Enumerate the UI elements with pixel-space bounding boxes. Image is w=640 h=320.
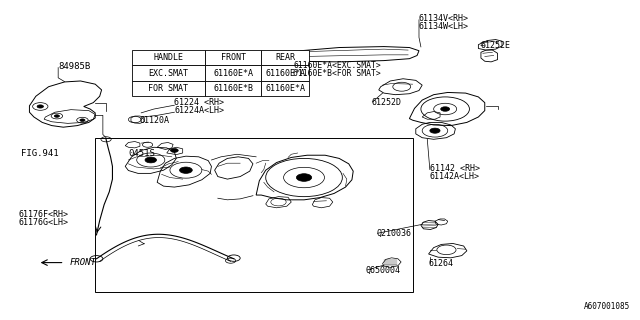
Text: 61160E*A: 61160E*A — [265, 68, 305, 77]
Text: FOR SMAT: FOR SMAT — [148, 84, 188, 93]
Text: 61160E*A<EXC.SMAT>: 61160E*A<EXC.SMAT> — [293, 61, 381, 70]
Bar — [261, 65, 309, 81]
Circle shape — [171, 148, 178, 152]
Text: 61160E*B: 61160E*B — [213, 84, 253, 93]
Text: 61134W<LH>: 61134W<LH> — [419, 22, 469, 31]
Bar — [205, 50, 261, 65]
Bar — [132, 81, 205, 96]
Circle shape — [80, 119, 85, 122]
Circle shape — [296, 174, 312, 181]
Text: 61264: 61264 — [429, 259, 454, 268]
Text: 61142A<LH>: 61142A<LH> — [430, 172, 480, 181]
Text: REAR: REAR — [275, 53, 295, 62]
Text: 61252E: 61252E — [481, 41, 511, 50]
Text: 61160E*A: 61160E*A — [213, 68, 253, 77]
Text: FRONT: FRONT — [70, 258, 97, 267]
Text: 61160E*A: 61160E*A — [265, 84, 305, 93]
Bar — [261, 81, 309, 96]
Text: HANDLE: HANDLE — [154, 53, 183, 62]
Text: 61252D: 61252D — [371, 98, 401, 107]
Circle shape — [54, 115, 60, 117]
Text: 61224 <RH>: 61224 <RH> — [174, 98, 225, 107]
Circle shape — [179, 167, 192, 173]
Bar — [205, 65, 261, 81]
Text: 61160E*B<FOR SMAT>: 61160E*B<FOR SMAT> — [293, 68, 381, 77]
Bar — [132, 50, 205, 65]
Text: Q210036: Q210036 — [376, 229, 411, 238]
Text: A607001085: A607001085 — [584, 302, 630, 311]
Text: Q650004: Q650004 — [366, 266, 401, 276]
Text: FRONT: FRONT — [221, 53, 246, 62]
Text: 0451S: 0451S — [129, 149, 156, 158]
Bar — [95, 138, 413, 292]
Text: 61134V<RH>: 61134V<RH> — [419, 14, 469, 23]
Text: 61176F<RH>: 61176F<RH> — [19, 210, 68, 219]
Circle shape — [441, 107, 450, 111]
Bar — [261, 50, 309, 65]
Text: 84985B: 84985B — [58, 61, 90, 70]
Bar — [132, 65, 205, 81]
Circle shape — [430, 128, 440, 133]
Text: 61224A<LH>: 61224A<LH> — [174, 106, 225, 115]
Circle shape — [145, 157, 157, 163]
Text: 61176G<LH>: 61176G<LH> — [19, 218, 68, 227]
Circle shape — [37, 105, 44, 108]
Text: 61142 <RH>: 61142 <RH> — [430, 164, 480, 173]
Text: FIG.941: FIG.941 — [21, 149, 59, 158]
Bar — [205, 81, 261, 96]
Text: 61120A: 61120A — [140, 116, 170, 125]
Text: EXC.SMAT: EXC.SMAT — [148, 68, 188, 77]
